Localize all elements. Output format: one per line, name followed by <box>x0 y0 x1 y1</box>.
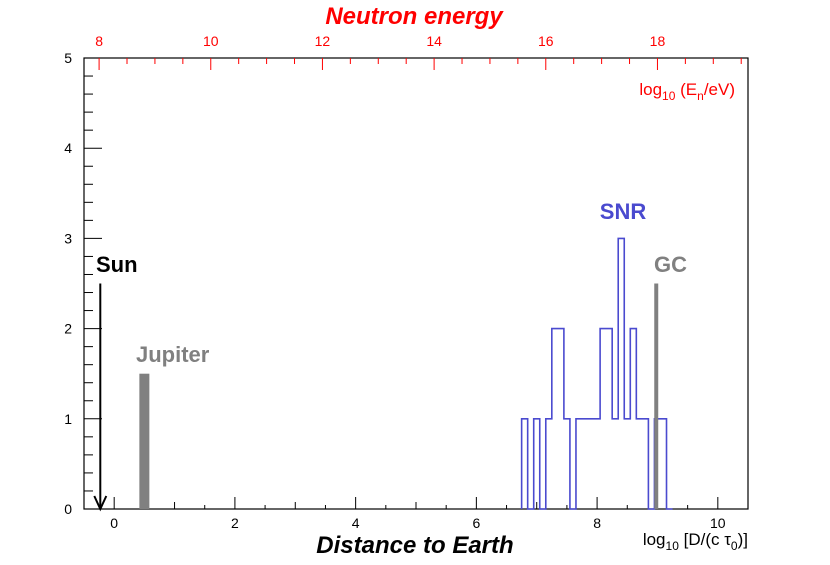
y-tick-label: 3 <box>64 230 72 246</box>
top-tick-label: 8 <box>95 33 103 49</box>
y-tick-label: 5 <box>64 50 72 66</box>
y-tick-label: 2 <box>64 321 72 337</box>
top-tick-label: 10 <box>203 33 219 49</box>
x-tick-label: 0 <box>110 515 118 531</box>
marker-label-jupiter: Jupiter <box>136 342 210 367</box>
chart-title: Distance to Earth <box>316 532 513 559</box>
x-tick-label: 10 <box>710 515 726 531</box>
top-tick-label: 16 <box>538 33 554 49</box>
y-tick-label: 0 <box>64 501 72 517</box>
marker-sun-arrowhead <box>93 495 108 512</box>
y-tick-label: 1 <box>64 411 72 427</box>
markers <box>93 283 659 512</box>
x-tick-label: 6 <box>472 515 480 531</box>
top-axis-label: log10 (En/eV) <box>639 80 735 103</box>
x-tick-label: 2 <box>231 515 239 531</box>
bottom-axis-ticks: 0 2 4 6 8 10 <box>83 497 749 531</box>
x-tick-label: 8 <box>593 515 601 531</box>
top-tick-label: 18 <box>650 33 666 49</box>
top-axis-title: Neutron energy <box>325 3 504 30</box>
marker-jupiter-bar <box>139 373 150 509</box>
marker-label-gc: GC <box>654 252 687 277</box>
top-tick-label: 12 <box>315 33 331 49</box>
x-tick-label: 4 <box>352 515 360 531</box>
marker-label-sun: Sun <box>96 252 138 277</box>
top-axis-ticks: 8 10 12 14 16 18 <box>95 33 742 70</box>
top-tick-label: 14 <box>426 33 442 49</box>
snr-histogram <box>520 237 673 510</box>
series-label-snr: SNR <box>600 199 647 224</box>
left-axis-ticks: 0 1 2 3 4 5 <box>64 50 102 517</box>
y-tick-label: 4 <box>64 140 72 156</box>
x-axis-label: log10 [D/(c τ0)] <box>643 530 748 553</box>
